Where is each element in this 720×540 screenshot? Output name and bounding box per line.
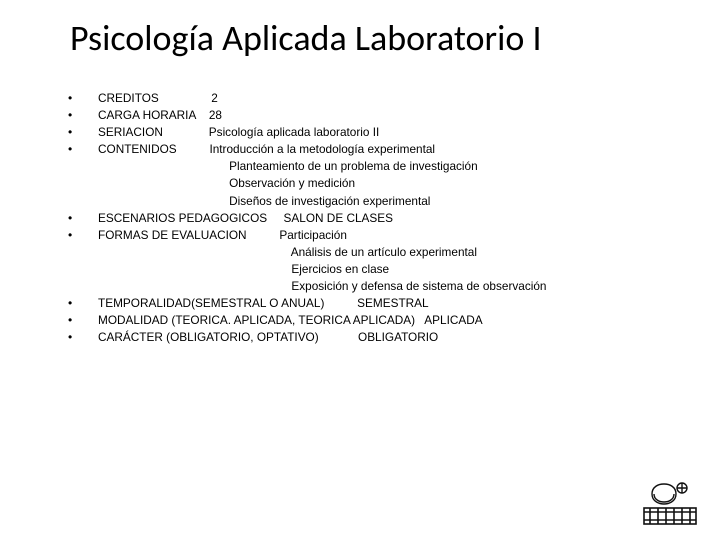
bullet-item: TEMPORALIDAD(SEMESTRAL O ANUAL) SEMESTRA…: [68, 295, 680, 312]
field-value: 2: [211, 91, 218, 105]
field-value: Planteamiento de un problema de investig…: [229, 159, 478, 173]
field-label: CARÁCTER (OBLIGATORIO, OPTATIVO): [98, 330, 319, 344]
field-value: Análisis de un artículo experimental: [291, 245, 477, 259]
bullet-line: CARÁCTER (OBLIGATORIO, OPTATIVO) OBLIGAT…: [98, 329, 680, 346]
field-value: Exposición y defensa de sistema de obser…: [291, 279, 546, 293]
slide-body: CREDITOS 2CARGA HORARIA 28SERIACION Psic…: [68, 90, 680, 346]
spacing: [98, 159, 229, 173]
bullet-item: FORMAS DE EVALUACION Participación Análi…: [68, 227, 680, 295]
continuation-line: Diseños de investigación experimental: [98, 193, 680, 210]
field-value: OBLIGATORIO: [358, 330, 438, 344]
spacing: [98, 194, 229, 208]
field-value: Psicología aplicada laboratorio II: [209, 125, 380, 139]
spacing: [98, 262, 291, 276]
field-label: CREDITOS: [98, 91, 159, 105]
bullet-line: MODALIDAD (TEORICA. APLICADA, TEORICA AP…: [98, 312, 680, 329]
bullet-list: CREDITOS 2CARGA HORARIA 28SERIACION Psic…: [68, 90, 680, 346]
field-label: ESCENARIOS PEDAGOGICOS: [98, 211, 267, 225]
spacing: [196, 108, 209, 122]
spacing: [98, 176, 229, 190]
bullet-line: SERIACION Psicología aplicada laboratori…: [98, 124, 680, 141]
field-value: SALON DE CLASES: [284, 211, 394, 225]
bullet-item: CARÁCTER (OBLIGATORIO, OPTATIVO) OBLIGAT…: [68, 329, 680, 346]
field-value: 28: [209, 108, 222, 122]
bullet-item: MODALIDAD (TEORICA. APLICADA, TEORICA AP…: [68, 312, 680, 329]
field-value: Diseños de investigación experimental: [229, 194, 430, 208]
bullet-line: CARGA HORARIA 28: [98, 107, 680, 124]
field-value: Ejercicios en clase: [291, 262, 389, 276]
spacing: [324, 296, 357, 310]
bullet-line: FORMAS DE EVALUACION Participación: [98, 227, 680, 244]
bullet-item: CONTENIDOS Introducción a la metodología…: [68, 141, 680, 209]
slide: { "title": "Psicología Aplicada Laborato…: [0, 0, 720, 540]
bullet-line: TEMPORALIDAD(SEMESTRAL O ANUAL) SEMESTRA…: [98, 295, 680, 312]
bullet-line: ESCENARIOS PEDAGOGICOS SALON DE CLASES: [98, 210, 680, 227]
spacing: [319, 330, 358, 344]
spacing: [247, 228, 280, 242]
field-label: MODALIDAD (TEORICA. APLICADA, TEORICA AP…: [98, 313, 415, 327]
spacing: [163, 125, 209, 139]
bullet-item: SERIACION Psicología aplicada laboratori…: [68, 124, 680, 141]
spacing: [98, 279, 291, 293]
bullet-line: CREDITOS 2: [98, 90, 680, 107]
field-value: Introducción a la metodología experiment…: [209, 142, 435, 156]
continuation-line: Planteamiento de un problema de investig…: [98, 158, 680, 175]
continuation-line: Ejercicios en clase: [98, 261, 680, 278]
field-value: APLICADA: [424, 313, 482, 327]
field-label: FORMAS DE EVALUACION: [98, 228, 247, 242]
bullet-item: ESCENARIOS PEDAGOGICOS SALON DE CLASES: [68, 210, 680, 227]
field-value: Participación: [279, 228, 347, 242]
field-label: SERIACION: [98, 125, 163, 139]
continuation-line: Observación y medición: [98, 175, 680, 192]
institution-logo: [642, 482, 698, 526]
spacing: [415, 313, 424, 327]
field-value: SEMESTRAL: [357, 296, 428, 310]
field-label: CARGA HORARIA: [98, 108, 196, 122]
bullet-item: CREDITOS 2: [68, 90, 680, 107]
bullet-line: CONTENIDOS Introducción a la metodología…: [98, 141, 680, 158]
spacing: [267, 211, 283, 225]
spacing: [159, 91, 211, 105]
continuation-line: Exposición y defensa de sistema de obser…: [98, 278, 680, 295]
field-label: CONTENIDOS: [98, 142, 177, 156]
continuation-line: Análisis de un artículo experimental: [98, 244, 680, 261]
spacing: [177, 142, 210, 156]
field-label: TEMPORALIDAD(SEMESTRAL O ANUAL): [98, 296, 324, 310]
slide-title: Psicología Aplicada Laboratorio I: [70, 16, 542, 60]
field-value: Observación y medición: [229, 176, 355, 190]
bullet-item: CARGA HORARIA 28: [68, 107, 680, 124]
spacing: [98, 245, 291, 259]
